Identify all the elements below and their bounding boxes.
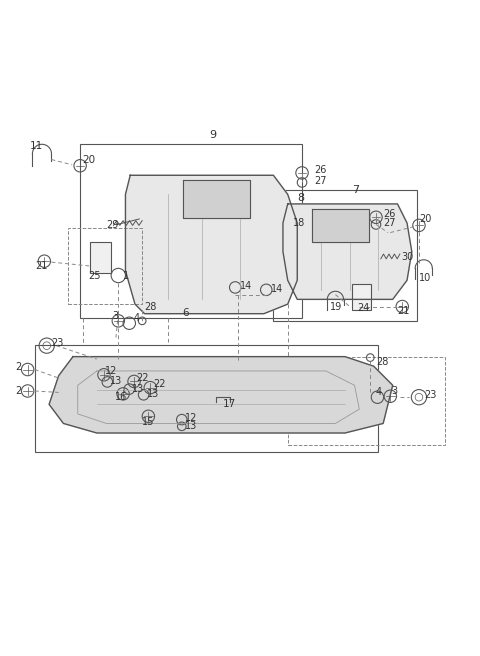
Text: 17: 17 [223,400,237,409]
Text: 27: 27 [314,176,326,186]
Text: 10: 10 [419,273,431,283]
Text: 4: 4 [376,388,382,398]
Text: 12: 12 [185,413,197,422]
Text: 21: 21 [397,306,410,316]
Text: 23: 23 [425,390,437,400]
Text: 20: 20 [83,155,96,165]
Text: 13: 13 [147,389,159,399]
Text: 13: 13 [110,377,122,386]
Text: 27: 27 [383,218,396,228]
Text: 15: 15 [142,417,155,427]
Text: 28: 28 [376,358,388,367]
Text: 7: 7 [352,184,359,195]
Text: 16: 16 [115,392,127,402]
Text: 22: 22 [153,379,166,389]
Text: 23: 23 [51,338,64,348]
Text: 9: 9 [209,130,216,140]
Text: 22: 22 [136,373,149,382]
Text: 21: 21 [35,261,47,271]
Text: 1: 1 [123,270,129,281]
Text: 6: 6 [183,308,189,318]
Polygon shape [283,204,412,299]
Polygon shape [183,180,250,218]
Text: 3: 3 [392,386,398,396]
Polygon shape [125,175,297,314]
Text: 8: 8 [297,194,304,203]
Text: 24: 24 [357,303,369,313]
Text: 13: 13 [132,384,144,394]
Text: 3: 3 [112,311,118,321]
Text: 18: 18 [293,218,306,228]
Text: 11: 11 [30,140,43,151]
Bar [90,242,111,273]
Text: 20: 20 [419,215,432,224]
Polygon shape [49,357,393,433]
Text: 2: 2 [15,386,21,396]
Text: 12: 12 [106,366,118,376]
Text: 26: 26 [383,209,396,219]
Text: 4: 4 [134,312,140,323]
Text: 13: 13 [185,421,197,431]
Text: 29: 29 [107,220,119,230]
Bar [352,283,371,310]
Text: 30: 30 [401,253,414,262]
Text: 2: 2 [15,362,21,372]
Text: 26: 26 [314,165,326,174]
Text: 28: 28 [144,302,157,312]
Text: 19: 19 [330,302,342,312]
Text: 25: 25 [89,270,101,281]
Polygon shape [312,209,369,242]
Text: 14: 14 [271,284,283,294]
Text: 14: 14 [240,281,252,291]
